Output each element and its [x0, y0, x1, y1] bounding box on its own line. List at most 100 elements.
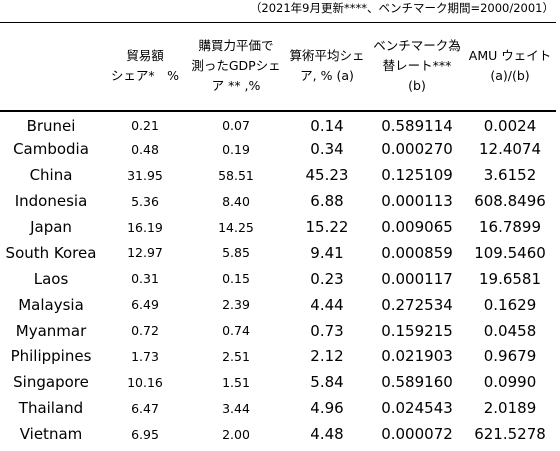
gdp-share-cell: 58.51 [218, 167, 254, 183]
average-share-cell: 6.88 [310, 192, 344, 211]
header-gdp-share: 購買力平価で 測ったGDPシェア ** ,% [188, 22, 284, 112]
benchmark-rate-cell: 0.125109 [381, 166, 453, 185]
average-share-cell: 0.34 [310, 140, 344, 159]
average-share-cell: 5.84 [310, 373, 344, 392]
country-cell: Japan [30, 218, 72, 236]
country-cell: South Korea [5, 243, 97, 262]
country-cell: Laos [33, 269, 69, 288]
trade-share-cell: 16.19 [127, 219, 163, 235]
header-line: 測ったGDPシェ [191, 58, 281, 74]
table-row: Myanmar 0.72 0.74 0.73 0.159215 0.0458 [0, 318, 556, 344]
table-row: Brunei 0.21 0.07 0.14 0.589114 0.0024 [0, 111, 556, 137]
benchmark-rate-cell: 0.000859 [381, 243, 453, 262]
gdp-share-cell: 2.51 [222, 348, 250, 364]
gdp-share-cell: 14.25 [218, 219, 254, 235]
country-cell: Philippines [10, 347, 92, 366]
header-average-share: 算術平均シェ ア, % (a) [284, 22, 370, 112]
average-share-cell: 45.23 [305, 166, 349, 185]
header-benchmark-rate: ベンチマーク為 替レート*** (b) [370, 22, 464, 112]
benchmark-rate-cell: 0.589160 [381, 373, 453, 392]
trade-share-cell: 0.72 [131, 323, 159, 339]
country-cell: Vietnam [19, 425, 83, 444]
benchmark-rate-cell: 0.589114 [381, 116, 453, 135]
benchmark-rate-cell: 0.021903 [381, 347, 453, 366]
country-cell: China [29, 166, 73, 185]
average-share-cell: 0.73 [310, 321, 344, 340]
table-row: Cambodia 0.48 0.19 0.34 0.000270 12.4074 [0, 136, 556, 162]
header-amu-weight: AMU ウェイト (a)/(b) [464, 22, 556, 112]
amu-weight-cell: 19.6581 [478, 269, 542, 288]
average-share-cell: 4.96 [310, 399, 344, 418]
country-cell: Malaysia [18, 295, 84, 314]
average-share-cell: 0.14 [310, 116, 344, 135]
header-country [0, 22, 102, 112]
amu-weight-cell: 109.5460 [474, 243, 546, 262]
gdp-share-cell: 3.44 [222, 400, 250, 416]
trade-share-cell: 10.16 [127, 374, 163, 390]
table-row: Japan 16.19 14.25 15.22 0.009065 16.7899 [0, 214, 556, 240]
table-row: Vietnam 6.95 2.00 4.48 0.000072 621.5278 [0, 421, 556, 447]
trade-share-cell: 5.36 [131, 193, 159, 209]
amu-weight-cell: 0.1629 [483, 295, 537, 314]
header-line: 購買力平価で [198, 38, 274, 54]
amu-weight-cell: 621.5278 [474, 425, 546, 444]
gdp-share-cell: 5.85 [222, 245, 250, 261]
gdp-share-cell: 2.00 [222, 426, 250, 442]
average-share-cell: 9.41 [310, 243, 344, 262]
country-cell: Myanmar [15, 321, 87, 340]
benchmark-rate-cell: 0.000113 [381, 192, 453, 211]
gdp-share-cell: 2.39 [222, 297, 250, 313]
header-line: シェア* % [110, 68, 180, 84]
header-line: ア, % (a) [300, 68, 354, 84]
header-line: 替レート*** [382, 58, 452, 74]
table-row: South Korea 12.97 5.85 9.41 0.000859 109.5460 [0, 240, 556, 266]
table-row: Malaysia 6.49 2.39 4.44 0.272534 0.1629 [0, 292, 556, 318]
amu-weight-cell: 0.0024 [483, 116, 537, 135]
trade-share-cell: 1.73 [131, 348, 159, 364]
country-cell: Cambodia [13, 140, 89, 159]
gdp-share-cell: 0.15 [222, 271, 250, 287]
header-trade-share: 貿易額シェア* % [102, 22, 188, 112]
benchmark-rate-cell: 0.000072 [381, 425, 453, 444]
gdp-share-cell: 0.74 [222, 323, 250, 339]
table-row: Laos 0.31 0.15 0.23 0.000117 19.6581 [0, 266, 556, 292]
country-cell: Thailand [18, 399, 84, 418]
table-row: Thailand 6.47 3.44 4.96 0.024543 2.0189 [0, 395, 556, 421]
trade-share-cell: 6.95 [131, 426, 159, 442]
trade-share-cell: 0.31 [131, 271, 159, 287]
benchmark-rate-cell: 0.272534 [381, 295, 453, 314]
trade-share-cell: 0.21 [131, 118, 159, 134]
trade-share-cell: 6.49 [131, 297, 159, 313]
table-row: Philippines 1.73 2.51 2.12 0.021903 0.9679 [0, 344, 556, 370]
average-share-cell: 15.22 [305, 218, 349, 236]
amu-weight-cell: 0.0458 [483, 321, 537, 340]
table-row: Singapore 10.16 1.51 5.84 0.589160 0.0990 [0, 369, 556, 395]
trade-share-cell: 0.48 [131, 141, 159, 157]
amu-weight-cell: 12.4074 [478, 140, 542, 159]
average-share-cell: 4.48 [310, 425, 344, 444]
header-line: ベンチマーク為 [373, 38, 461, 54]
trade-share-cell: 6.47 [131, 400, 159, 416]
table-body: Brunei 0.21 0.07 0.14 0.589114 0.0024 Cambodia… [0, 111, 556, 448]
header-line: AMU ウェイト [468, 48, 552, 64]
amu-weight-cell: 0.0990 [483, 373, 537, 392]
header-line: (b) [408, 78, 426, 94]
gdp-share-cell: 8.40 [222, 193, 250, 209]
amu-weight-cell: 608.8496 [474, 192, 546, 211]
benchmark-rate-cell: 0.000117 [381, 269, 453, 288]
benchmark-rate-cell: 0.024543 [381, 399, 453, 418]
header-line: 貿易額 [126, 48, 164, 64]
update-note: （2021年9月更新****、ベンチマーク期間=2000/2001） [249, 1, 554, 15]
amu-weight-cell: 0.9679 [483, 347, 537, 366]
table-row: China 31.95 58.51 45.23 0.125109 3.6152 [0, 162, 556, 188]
country-cell: Indonesia [14, 192, 88, 211]
average-share-cell: 4.44 [310, 295, 344, 314]
amu-weight-cell: 3.6152 [483, 166, 537, 185]
country-cell: Brunei [26, 116, 76, 135]
trade-share-cell: 12.97 [127, 245, 163, 261]
country-cell: Singapore [13, 373, 89, 392]
benchmark-rate-cell: 0.159215 [381, 321, 453, 340]
trade-share-cell: 31.95 [127, 167, 163, 183]
average-share-cell: 2.12 [310, 347, 344, 366]
gdp-share-cell: 1.51 [222, 374, 250, 390]
